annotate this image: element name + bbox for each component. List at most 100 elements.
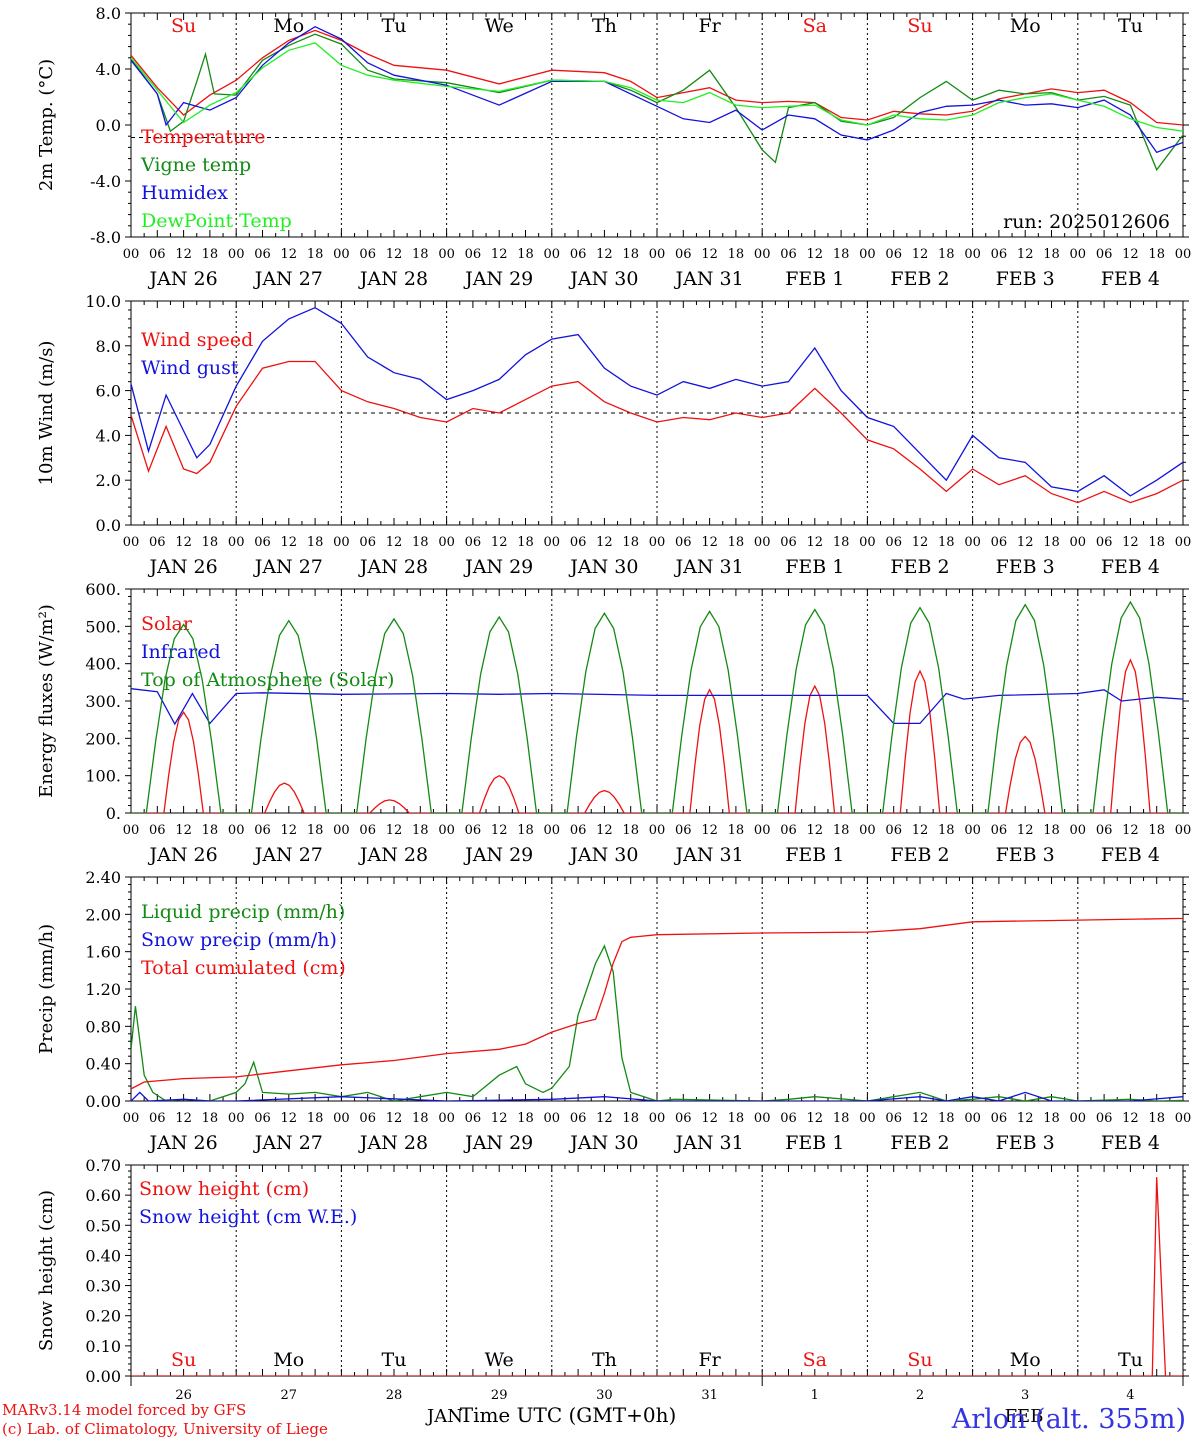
legend-entry: Vigne temp bbox=[140, 154, 251, 176]
hour-tick-label: 00 bbox=[333, 1111, 350, 1126]
hour-tick-label: 00 bbox=[859, 535, 876, 550]
y-axis-label: Snow height (cm) bbox=[36, 1190, 57, 1351]
hour-tick-label: 00 bbox=[123, 535, 140, 550]
hour-tick-label: 06 bbox=[149, 247, 166, 262]
date-label: JAN 27 bbox=[253, 844, 323, 866]
hour-tick-label: 06 bbox=[359, 823, 376, 838]
date-label: JAN 31 bbox=[674, 1132, 744, 1154]
y-tick-label: 6.0 bbox=[96, 382, 121, 401]
hour-tick-label: 12 bbox=[175, 247, 192, 262]
hour-tick-label: 00 bbox=[228, 823, 245, 838]
weekday-label: Tu bbox=[1118, 1349, 1143, 1371]
hour-tick-label: 06 bbox=[570, 535, 587, 550]
hour-tick-label: 18 bbox=[412, 247, 429, 262]
hour-tick-label: 06 bbox=[254, 1111, 271, 1126]
panel-3: 0. 100. 200. 300. 400. 500. 600. Energy fluxes … bbox=[36, 580, 1191, 866]
hour-tick-label: 12 bbox=[175, 823, 192, 838]
hour-tick-label: 06 bbox=[991, 247, 1008, 262]
hour-tick-label: 12 bbox=[701, 1111, 718, 1126]
date-label: FEB 3 bbox=[996, 1132, 1055, 1154]
panel-4: 0.00 0.40 0.80 1.20 1.60 2.00 2.40 Precip (mm/h… bbox=[36, 868, 1191, 1154]
date-label: FEB 4 bbox=[1101, 1132, 1160, 1154]
hour-tick-label: 00 bbox=[438, 247, 455, 262]
day-number-label: 27 bbox=[281, 1388, 298, 1403]
day-number-label: 31 bbox=[701, 1388, 718, 1403]
date-label: JAN 26 bbox=[148, 844, 218, 866]
y-tick-label: 0.00 bbox=[85, 1092, 121, 1111]
hour-tick-label: 18 bbox=[833, 247, 850, 262]
hour-tick-label: 12 bbox=[491, 247, 508, 262]
hour-tick-label: 18 bbox=[938, 1111, 955, 1126]
hour-tick-label: 00 bbox=[1175, 247, 1192, 262]
hour-tick-label: 00 bbox=[1070, 1111, 1087, 1126]
hour-tick-label: 12 bbox=[701, 823, 718, 838]
weekday-label: Mo bbox=[273, 15, 304, 37]
date-label: JAN 27 bbox=[253, 556, 323, 578]
day-number-label: 1 bbox=[811, 1388, 819, 1403]
y-axis-label: Precip (mm/h) bbox=[36, 924, 57, 1054]
date-label: FEB 1 bbox=[785, 1132, 844, 1154]
hour-tick-label: 12 bbox=[491, 823, 508, 838]
footer-credit-line1: MARv3.14 model forced by GFS bbox=[2, 1401, 246, 1419]
hour-tick-label: 06 bbox=[991, 823, 1008, 838]
y-tick-label: 4.0 bbox=[96, 426, 121, 445]
hour-tick-label: 18 bbox=[728, 247, 745, 262]
y-tick-label: 2.00 bbox=[85, 905, 121, 924]
hour-tick-label: 18 bbox=[202, 535, 219, 550]
date-label: JAN 29 bbox=[463, 1132, 533, 1154]
legend-entry: Total cumulated (cm) bbox=[141, 957, 346, 979]
hour-tick-label: 18 bbox=[833, 1111, 850, 1126]
panel-5: 0.00 0.10 0.20 0.30 0.40 0.50 0.60 0.70 Snow hei… bbox=[36, 1156, 1189, 1386]
hour-tick-label: 00 bbox=[333, 247, 350, 262]
hour-tick-label: 18 bbox=[412, 1111, 429, 1126]
station-label: Arlon (alt. 355m) bbox=[951, 1404, 1186, 1435]
hour-tick-label: 06 bbox=[780, 1111, 797, 1126]
series-line-wind-gust bbox=[131, 306, 1183, 497]
legend-entry: Humidex bbox=[141, 182, 228, 204]
hour-tick-label: 18 bbox=[728, 823, 745, 838]
month-label-jan: JAN bbox=[425, 1406, 463, 1427]
date-label: JAN 31 bbox=[674, 556, 744, 578]
hour-tick-label: 18 bbox=[1043, 1111, 1060, 1126]
date-label: FEB 4 bbox=[1101, 556, 1160, 578]
hour-tick-label: 18 bbox=[1043, 247, 1060, 262]
series-line-dewpoint-temp bbox=[131, 42, 1183, 132]
weekday-label: Th bbox=[592, 1349, 617, 1371]
hour-tick-label: 00 bbox=[964, 247, 981, 262]
weekday-label: Mo bbox=[1010, 15, 1041, 37]
hour-tick-label: 18 bbox=[517, 1111, 534, 1126]
hour-tick-label: 06 bbox=[359, 247, 376, 262]
hour-tick-label: 00 bbox=[333, 535, 350, 550]
weekday-label: Tu bbox=[1118, 15, 1143, 37]
hour-tick-label: 06 bbox=[570, 823, 587, 838]
hour-tick-label: 00 bbox=[228, 247, 245, 262]
hour-tick-label: 18 bbox=[728, 535, 745, 550]
y-tick-label: 1.60 bbox=[85, 943, 121, 962]
hour-tick-label: 12 bbox=[596, 247, 613, 262]
run-label: run: 2025012606 bbox=[1003, 211, 1170, 233]
hour-tick-label: 18 bbox=[412, 823, 429, 838]
hour-tick-label: 12 bbox=[175, 535, 192, 550]
hour-tick-label: 18 bbox=[517, 823, 534, 838]
hour-tick-label: 18 bbox=[517, 247, 534, 262]
hour-tick-label: 00 bbox=[754, 247, 771, 262]
hour-tick-label: 00 bbox=[649, 535, 666, 550]
y-tick-label: 0.50 bbox=[85, 1216, 121, 1235]
y-tick-label: 8.0 bbox=[96, 337, 121, 356]
hour-tick-label: 18 bbox=[728, 1111, 745, 1126]
hour-tick-label: 06 bbox=[465, 535, 482, 550]
hour-tick-label: 12 bbox=[1122, 1111, 1139, 1126]
date-label: JAN 28 bbox=[358, 1132, 428, 1154]
date-label: FEB 4 bbox=[1101, 268, 1160, 290]
y-tick-label: 200. bbox=[85, 729, 121, 748]
weekday-label: Sa bbox=[803, 1349, 827, 1371]
hour-tick-label: 12 bbox=[912, 535, 929, 550]
hour-tick-label: 18 bbox=[202, 823, 219, 838]
hour-tick-label: 00 bbox=[1070, 535, 1087, 550]
hour-tick-label: 06 bbox=[254, 823, 271, 838]
y-tick-label: 1.20 bbox=[85, 980, 121, 999]
hour-tick-label: 06 bbox=[991, 535, 1008, 550]
hour-tick-label: 12 bbox=[912, 823, 929, 838]
hour-tick-label: 06 bbox=[465, 823, 482, 838]
